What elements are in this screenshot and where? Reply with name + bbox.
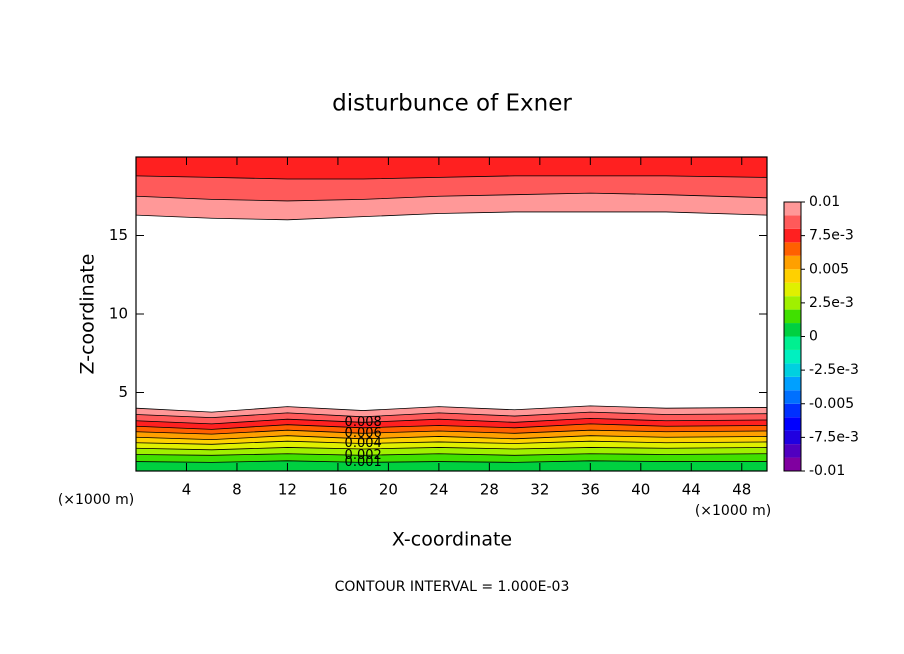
colorbar-tick-label: 2.5e-3	[809, 295, 854, 311]
y-tick-label: 15	[109, 226, 128, 244]
contour-line	[136, 411, 767, 419]
colorbar-band	[784, 296, 801, 310]
colorbar-tick-label: -0.01	[809, 463, 845, 479]
colorbar-band	[784, 417, 801, 431]
x-tick-label: 36	[581, 481, 600, 499]
contour-label: 0.006	[345, 426, 382, 441]
colorbar-tick-label: -7.5e-3	[809, 429, 859, 445]
contour-label: 0.002	[345, 448, 382, 463]
plot-area	[136, 157, 767, 471]
x-tick-label: 24	[429, 481, 448, 499]
x-tick-label: 16	[328, 481, 347, 499]
colorbar-tick-label: 0.01	[809, 194, 840, 210]
x-tick-label: 12	[278, 481, 297, 499]
contour-line	[136, 423, 767, 430]
x-tick-label: 4	[182, 481, 192, 499]
colorbar-band	[784, 215, 801, 229]
colorbar-band	[784, 349, 801, 364]
colorbar-band	[784, 363, 801, 377]
colorbar-band	[784, 390, 801, 404]
colorbar-tick-label: -2.5e-3	[809, 362, 859, 378]
colorbar-band	[784, 255, 801, 270]
colorbar-band	[784, 336, 801, 350]
x-tick-label: 40	[631, 481, 650, 499]
y-tick-label: 5	[118, 383, 128, 401]
contour-line	[136, 192, 767, 202]
x-tick-label: 28	[480, 481, 499, 499]
colorbar-band	[784, 403, 801, 418]
colorbar-band	[784, 269, 801, 283]
colorbar-band	[784, 309, 801, 324]
contour-interval-note: CONTOUR INTERVAL = 1.000E-03	[335, 579, 570, 595]
x-tick-label: 8	[232, 481, 242, 499]
x-tick-label: 48	[732, 481, 751, 499]
x-tick-label: 44	[682, 481, 701, 499]
x-tick-label: 20	[379, 481, 398, 499]
chart-title: disturbunce of Exner	[332, 91, 572, 117]
contour-fill	[136, 460, 767, 471]
colorbar-band	[784, 457, 801, 471]
colorbar-tick-label: 7.5e-3	[809, 228, 854, 244]
colorbar-tick-label: 0.005	[809, 261, 849, 277]
contour-line	[136, 453, 767, 456]
colorbar-band	[784, 376, 801, 391]
x-tick-label: 32	[530, 481, 549, 499]
colorbar-band	[784, 430, 801, 445]
contour-line	[136, 405, 767, 413]
colorbar-band	[784, 242, 801, 256]
colorbar-band	[784, 323, 801, 337]
contour-label: 0.004	[345, 436, 382, 451]
contour-line	[136, 429, 767, 435]
y-axis-label: Z-coordinate	[77, 254, 99, 375]
contour-line	[136, 211, 767, 221]
colorbar-band	[784, 282, 801, 297]
y-unit-label: (×1000 m)	[58, 492, 134, 508]
x-unit-label: (×1000 m)	[695, 503, 771, 519]
contour-line	[136, 440, 767, 445]
colorbar-band	[784, 202, 801, 216]
contour-line	[136, 175, 767, 180]
colorbar-tick-label: 0	[809, 329, 818, 345]
x-axis-label: X-coordinate	[392, 529, 512, 551]
contour-line	[136, 418, 767, 425]
contour-line	[136, 435, 767, 441]
y-tick-label: 10	[109, 305, 128, 323]
colorbar-band	[784, 444, 801, 458]
colorbar-tick-label: -0.005	[809, 396, 854, 412]
contour-line	[136, 447, 767, 451]
contour-label: 0.008	[345, 415, 382, 430]
colorbar-band	[784, 228, 801, 243]
contour-fill	[136, 157, 767, 179]
contour-line	[136, 460, 767, 463]
contour-label: 0.001	[345, 455, 382, 470]
